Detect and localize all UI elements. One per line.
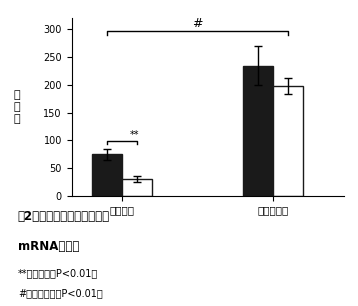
Bar	[92, 154, 122, 196]
Text: #: #	[192, 17, 203, 30]
Text: 図2　脂肪組織中のレプチン: 図2 脂肪組織中のレプチン	[18, 210, 110, 222]
Bar	[243, 65, 273, 196]
Text: **: **	[129, 130, 139, 140]
Y-axis label: 相
対
量: 相 対 量	[14, 91, 20, 124]
Bar	[122, 179, 152, 196]
Text: #　部位間差（P<0.01）: # 部位間差（P<0.01）	[18, 288, 103, 298]
Text: **品種間差（P<0.01）: **品種間差（P<0.01）	[18, 268, 98, 278]
Text: mRNA発現量: mRNA発現量	[18, 240, 79, 253]
Bar	[273, 86, 303, 196]
